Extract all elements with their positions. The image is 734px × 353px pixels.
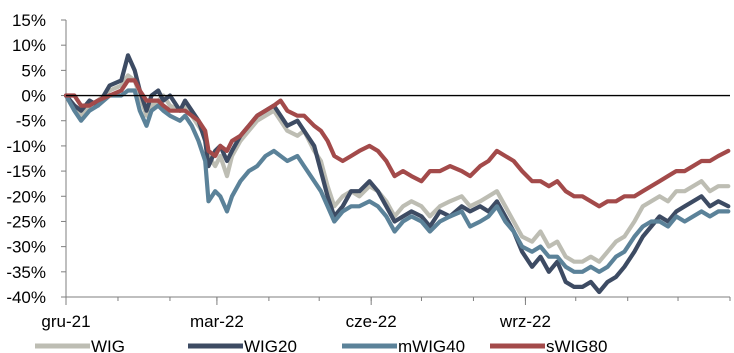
y-tick-label: 15% (12, 11, 46, 30)
series-line-wig (63, 73, 731, 264)
series-lines (63, 53, 731, 295)
series-line-swig80 (63, 78, 731, 209)
series-line-wig20 (63, 53, 731, 295)
y-tick-label: -5% (16, 112, 46, 131)
legend-label: sWIG80 (546, 337, 607, 353)
y-tick-label: 0% (21, 87, 46, 106)
y-tick-label: -25% (6, 212, 46, 231)
y-tick-label: -30% (6, 238, 46, 257)
y-tick-label: -10% (6, 137, 46, 156)
y-tick-label: 10% (12, 36, 46, 55)
tick-labels: 15% 10% 5% 0% -5% -10% -15% -20% -25% -30% -35% -40… (6, 11, 551, 331)
y-tick-label: -20% (6, 187, 46, 206)
legend-label: WIG20 (244, 337, 297, 353)
legend: WIG WIG20 mWIG40 sWIG80 (35, 337, 607, 353)
series-line-mwig40 (63, 88, 731, 274)
y-tick-label: -35% (6, 263, 46, 282)
x-tick-label: gru-21 (41, 312, 90, 331)
y-tick-label: -15% (6, 162, 46, 181)
y-tick-label: -40% (6, 288, 46, 307)
y-tick-label: 5% (21, 61, 46, 80)
axes (61, 19, 731, 305)
x-tick-label: cze-22 (346, 312, 397, 331)
legend-label: mWIG40 (398, 337, 465, 353)
x-tick-label: wrz-22 (499, 312, 551, 331)
legend-label: WIG (91, 337, 125, 353)
x-tick-label: mar-22 (190, 312, 244, 331)
